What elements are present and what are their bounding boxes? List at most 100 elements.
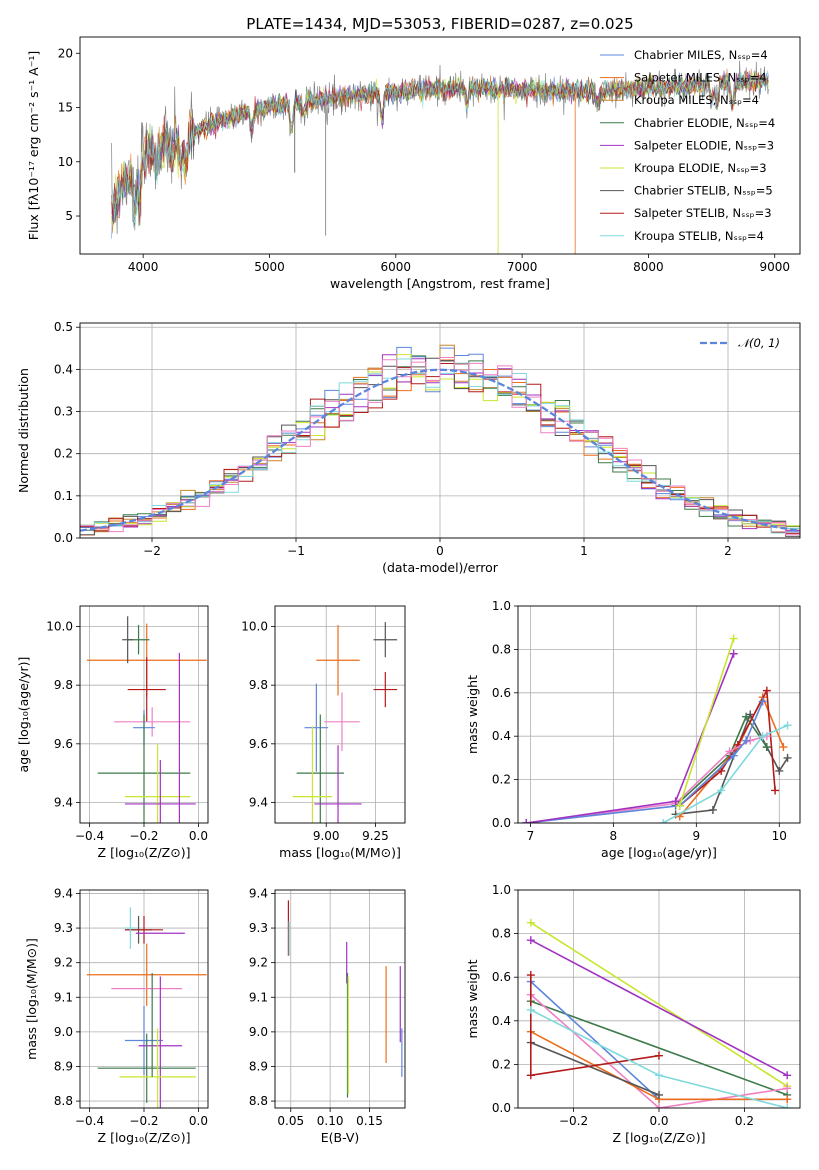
- data-point-marker: [742, 712, 751, 721]
- data-point-marker: [746, 710, 755, 719]
- x-axis-label: (data-model)/error: [382, 560, 499, 575]
- x-axis-label: E(B-V): [321, 1130, 360, 1145]
- data-point-marker: [779, 743, 788, 752]
- data-point-marker: [775, 766, 784, 775]
- plot-area: [111, 60, 769, 254]
- y-tick-label: 20: [58, 46, 73, 60]
- x-axis-label: Z [log₁₀(Z/Z⊙)]: [98, 1130, 191, 1145]
- y-tick-label: 0.2: [492, 773, 511, 787]
- x-tick-label: −2: [143, 544, 161, 558]
- data-point-marker: [758, 697, 767, 706]
- legend-entry: Salpeter ELODIE, Nₛₛₚ=3: [634, 138, 774, 152]
- data-point-marker: [725, 747, 734, 756]
- y-tick-label: 5: [65, 209, 73, 223]
- legend-entry: Chabrier MILES, Nₛₛₚ=4: [634, 48, 768, 62]
- y-tick-label: 9.6: [249, 737, 268, 751]
- data-point-marker: [655, 1051, 663, 1060]
- y-tick-label: 9.3: [249, 921, 268, 935]
- legend-entry: 𝒩(0, 1): [738, 336, 780, 350]
- mass-weight-vs-age-panel: 7 8 9 10 0.0 0.2 0.4 0.6 0.8 1.0 age [log₁₀(age/yr…: [465, 599, 801, 860]
- data-point-marker: [783, 1095, 792, 1104]
- y-axis-label: mass weight: [465, 675, 480, 754]
- mass-weight-line: [675, 715, 768, 807]
- legend-entry: Salpeter MILES, Nₛₛₚ=4: [634, 71, 767, 85]
- x-tick-label: −0.2: [129, 829, 158, 843]
- x-tick-label: 8: [610, 829, 618, 843]
- y-tick-label: 0.0: [54, 531, 73, 545]
- x-tick-label: 8000: [633, 260, 664, 274]
- axes-frame: [274, 889, 406, 1109]
- y-tick-label: 9.0: [249, 1025, 268, 1039]
- mass-weight-line: [675, 712, 789, 816]
- mass-weight-line: [530, 1041, 660, 1096]
- data-point-marker: [655, 1104, 663, 1108]
- data-point-marker: [655, 1090, 663, 1099]
- y-tick-label: 0.1: [54, 489, 73, 503]
- legend-entry: Kroupa MILES, Nₛₛₚ=4: [634, 93, 759, 107]
- data-point-marker: [708, 805, 717, 814]
- normal-reference-curve: [80, 368, 800, 532]
- legend-entry: Chabrier STELIB, Nₛₛₚ=5: [634, 184, 773, 198]
- x-axis-label: Z [log₁₀(Z/Z⊙)]: [98, 845, 191, 860]
- x-tick-label: 7000: [507, 260, 538, 274]
- y-tick-label: 0.0: [492, 1101, 511, 1115]
- x-tick-label: 1: [580, 544, 588, 558]
- x-tick-label: 7: [527, 829, 535, 843]
- mass-weight-vs-metallicity-panel: −0.2 0.0 0.2 0.0 0.2 0.4 0.6 0.8 1.0 Z [log₁₀(Z/Z…: [465, 883, 801, 1145]
- x-tick-label: 9.00: [313, 829, 340, 843]
- mass-weight-line: [526, 701, 764, 823]
- y-tick-label: 8.8: [54, 1094, 73, 1108]
- data-point-marker: [783, 1084, 792, 1093]
- data-point-marker: [729, 751, 738, 760]
- y-tick-label: 8.8: [249, 1094, 268, 1108]
- y-tick-label: 9.1: [249, 990, 268, 1004]
- x-tick-label: 5000: [254, 260, 285, 274]
- x-tick-label: 0.2: [735, 1114, 754, 1128]
- data-point-marker: [729, 634, 738, 643]
- data-point-marker: [526, 971, 535, 980]
- y-tick-label: 1.0: [492, 883, 511, 897]
- mass-vs-ebv-panel: 0.05 0.10 0.15 8.8 8.9 9.0 9.1 9.2 9.3 9.4 E(B-V): [249, 886, 406, 1145]
- y-tick-label: 10.0: [241, 620, 268, 634]
- plot-area: [287, 900, 403, 1098]
- x-tick-label: 0.05: [277, 1114, 304, 1128]
- x-axis-label: Z [log₁₀(Z/Z⊙)]: [613, 1130, 706, 1145]
- x-tick-label: 9.25: [362, 829, 389, 843]
- model-spectrum-line: [111, 70, 769, 223]
- plot-area: [526, 918, 792, 1108]
- y-tick-label: 9.4: [54, 795, 73, 809]
- y-tick-label: 0.4: [492, 1014, 511, 1028]
- y-tick-label: 0.4: [54, 362, 73, 376]
- y-tick-label: 9.1: [54, 990, 73, 1004]
- x-tick-label: 6000: [381, 260, 412, 274]
- y-axis-label: mass [log₁₀(M/M⊙)]: [24, 938, 39, 1060]
- residuals-panel: −2 −1 0 1 2 0.0 0.1 0.2 0.3 0.4 0.5 (data-model)/er…: [16, 320, 801, 575]
- x-tick-label: −1: [287, 544, 305, 558]
- y-tick-label: 10.0: [46, 620, 73, 634]
- data-point-marker: [659, 819, 668, 823]
- figure-title: PLATE=1434, MJD=53053, FIBERID=0287, z=0…: [246, 15, 633, 33]
- data-point-marker: [762, 686, 771, 695]
- y-tick-label: 10: [58, 155, 73, 169]
- x-tick-label: 9: [693, 829, 701, 843]
- plot-area: [292, 622, 398, 823]
- x-tick-label: 0.15: [356, 1114, 383, 1128]
- data-point-marker: [526, 1005, 535, 1014]
- x-axis-label: wavelength [Angstrom, rest frame]: [330, 276, 550, 291]
- x-tick-label: 0.10: [317, 1114, 344, 1128]
- x-tick-label: −0.2: [129, 1114, 158, 1128]
- data-point-marker: [783, 721, 792, 730]
- spectrum-legend: Chabrier MILES, Nₛₛₚ=4 Salpeter MILES, Nₛ…: [600, 48, 775, 243]
- legend-entry: Kroupa ELODIE, Nₛₛₚ=3: [634, 161, 767, 175]
- x-axis-label: age [log₁₀(age/yr)]: [601, 845, 717, 860]
- data-point-marker: [671, 797, 680, 806]
- x-tick-label: −0.4: [75, 1114, 104, 1128]
- mass-weight-line: [526, 653, 735, 823]
- data-point-marker: [526, 1071, 535, 1080]
- y-tick-label: 15: [58, 101, 73, 115]
- mass-weight-line: [530, 939, 788, 1077]
- age-vs-mass-panel: 9.00 9.25 9.4 9.6 9.8 10.0 mass [log₁₀(M/M⊙)]: [241, 605, 406, 860]
- x-tick-label: 9000: [759, 260, 790, 274]
- x-tick-label: −0.2: [559, 1114, 588, 1128]
